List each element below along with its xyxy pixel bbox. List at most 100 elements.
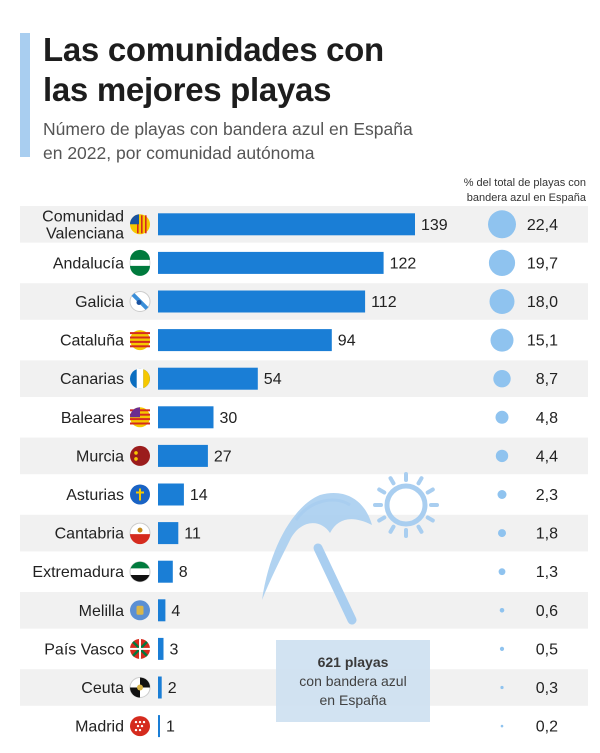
subtitle-line-2: en 2022, por comunidad autónoma [43, 143, 315, 163]
row-label: Madrid [75, 719, 124, 736]
flag-band [130, 407, 140, 418]
sun-icon [373, 472, 439, 538]
sun-ray [416, 476, 424, 486]
flag-emblem [136, 491, 144, 494]
flag-star [140, 724, 144, 728]
madrid-flag-icon [130, 716, 150, 737]
flag-stripe [130, 332, 150, 335]
flag-band [130, 687, 140, 698]
row-label: Asturias [66, 487, 124, 504]
percent-bubble [495, 410, 509, 424]
flag-emblem [136, 605, 144, 615]
row-label-line: País Vasco [44, 641, 124, 658]
percent-label: 1,8 [536, 526, 558, 543]
flag-stripe [136, 368, 144, 389]
bar [158, 329, 332, 352]
page-subtitle: Número de playas con bandera azul en Esp… [43, 117, 583, 165]
flag-band [130, 575, 150, 582]
row-label: País Vasco [44, 641, 124, 658]
row-labels: Comunidad Valenciana Andalucía Galicia Catal… [32, 208, 124, 735]
bar [158, 213, 415, 236]
flag-cross [130, 647, 150, 650]
percent-label: 0,3 [536, 680, 558, 697]
row-label-line: Galicia [75, 294, 124, 311]
value-label: 11 [184, 526, 201, 543]
percent-label: 0,6 [536, 603, 558, 620]
bar [158, 251, 384, 274]
value-label: 30 [220, 410, 238, 427]
value-label: 139 [421, 217, 448, 234]
flag-emblem [137, 684, 143, 691]
value-label: 27 [214, 448, 232, 465]
flag-star [136, 724, 140, 728]
bar [158, 715, 160, 738]
value-labels: 139 122 112 94 54 30 27 14 11 8 4 3 2 1 [166, 217, 448, 736]
value-label: 112 [371, 294, 397, 311]
flags [129, 214, 151, 737]
melilla-flag-icon [130, 600, 150, 621]
flag-stripe [145, 215, 147, 234]
percent-bubble [498, 568, 506, 576]
percent-bubble [489, 289, 515, 314]
cataluna-flag-icon [130, 330, 150, 351]
percent-bubble [490, 328, 514, 352]
galicia-flag-icon [129, 291, 151, 312]
bar [158, 290, 366, 313]
percent-bubble [488, 210, 516, 239]
row-shade [20, 437, 588, 475]
flag-star [138, 728, 142, 732]
extremadura-flag-icon [129, 561, 151, 583]
value-label: 3 [170, 641, 179, 658]
canarias-flag-icon [130, 368, 150, 389]
flag-stripe [130, 340, 150, 343]
row-label: Murcia [76, 448, 124, 465]
row-label-line: Melilla [79, 603, 124, 620]
title-line-2: las mejores playas [43, 71, 332, 108]
flag-emblem [136, 300, 142, 305]
flag-star [142, 720, 146, 724]
total-callout-line-2: en España [319, 692, 387, 708]
flag-emblem [134, 451, 138, 455]
flag-band [130, 249, 150, 260]
bar [158, 637, 164, 660]
percent-label: 22,4 [527, 217, 558, 234]
row-label-line: Valenciana [46, 225, 124, 242]
flag-base [130, 445, 150, 466]
percent-label: 19,7 [527, 255, 558, 272]
total-callout: 621 playas con bandera azul en España [276, 640, 430, 722]
percent-bubble [500, 685, 504, 690]
value-label: 14 [190, 487, 208, 504]
value-label: 54 [264, 371, 282, 388]
flag-base [130, 330, 150, 351]
bars [158, 213, 415, 738]
flag-band [130, 265, 150, 276]
flag-emblem [139, 488, 141, 501]
row-shade [20, 592, 588, 629]
sun-ray [377, 515, 387, 523]
percent-labels: 22,4 19,7 18,0 15,1 8,7 4,8 4,4 2,3 1,8 1,3 0,6 0,5… [527, 217, 558, 736]
page-title: Las comunidades con las mejores playas [43, 30, 583, 110]
subtitle-line-1: Número de playas con bandera azul en Esp… [43, 119, 413, 139]
percent-bubble [498, 529, 506, 538]
flag-band [129, 214, 139, 225]
flag-stripe [130, 422, 150, 425]
asturias-flag-icon [130, 484, 150, 505]
percent-bubble [497, 490, 507, 499]
flag-band [130, 534, 150, 545]
row-label-line: Cantabria [55, 526, 124, 543]
bar [158, 483, 184, 506]
baleares-flag-icon [130, 407, 150, 428]
percent-bubble [495, 449, 509, 463]
percent-bubble [499, 608, 505, 613]
flag-stripe [141, 215, 143, 234]
flag-star [134, 720, 138, 724]
percent-bubble [488, 249, 516, 276]
total-callout-count: 621 playas [317, 654, 389, 670]
row-label-line: Baleares [61, 410, 124, 427]
percent-bubbles [488, 210, 516, 728]
row-label: Cantabria [55, 526, 124, 543]
bar [158, 676, 162, 699]
percent-label: 2,3 [536, 487, 558, 504]
flag-band [140, 677, 150, 688]
